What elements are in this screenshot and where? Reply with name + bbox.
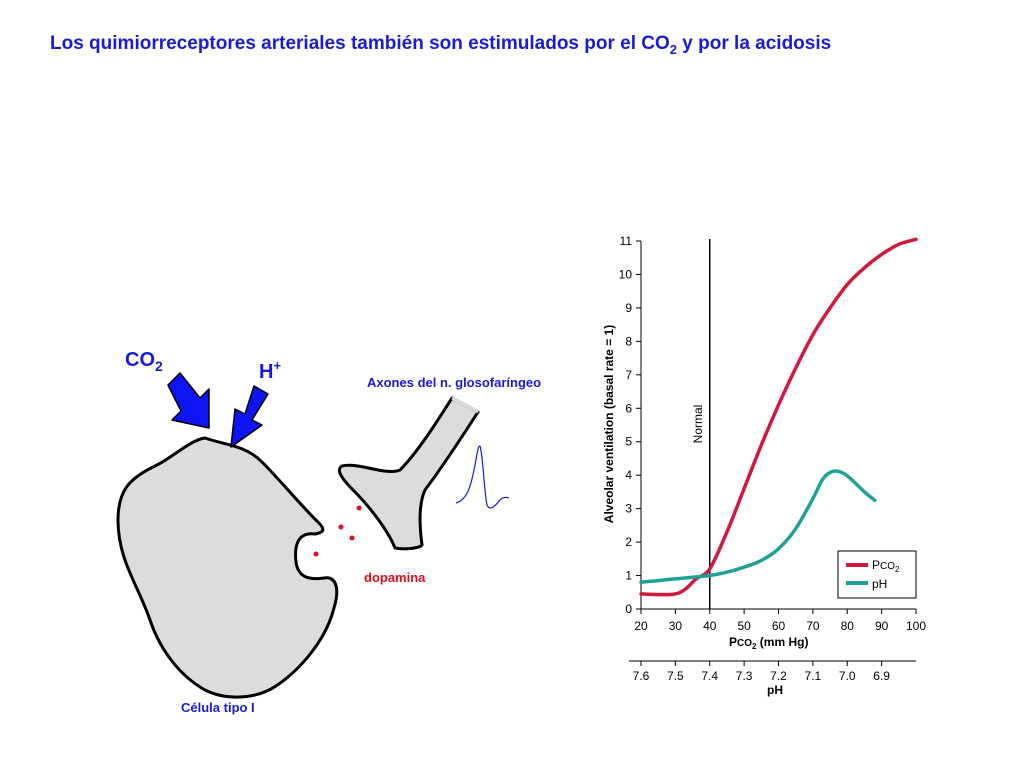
legend-label-ph: pH (872, 577, 887, 591)
dopamine-dot (313, 551, 319, 557)
ph-axis-label: pH (767, 683, 783, 697)
x-axis: 20 30 40 50 60 70 80 90 100 (634, 609, 926, 633)
y-tick-label: 4 (625, 468, 632, 482)
x-tick-label: 70 (806, 619, 820, 633)
y-axis: 0 1 2 3 4 5 6 7 8 9 10 11 (619, 234, 641, 616)
ph-axis: 7.6 7.5 7.4 7.3 7.2 7.1 7.0 6.9 (633, 661, 890, 683)
y-tick-label: 8 (625, 334, 632, 348)
x-tick-label: 60 (772, 619, 786, 633)
ph-tick-label: 7.3 (736, 669, 753, 683)
h-arrow (230, 385, 269, 448)
nerve-terminal (337, 396, 480, 551)
x-tick-label: 100 (906, 619, 926, 633)
dopamine-label: dopamina (364, 570, 426, 585)
ph-tick-label: 7.2 (770, 669, 787, 683)
chemoreceptor-diagram: CO2 H+ Axones del n. glosofaríngeo dopam… (116, 349, 541, 715)
dopamine-dot (338, 524, 344, 530)
y-axis-label: Alveolar ventilation (basal rate = 1) (602, 325, 616, 523)
dopamine-dot (356, 505, 362, 511)
y-tick-label: 6 (625, 401, 632, 415)
y-tick-label: 5 (625, 435, 632, 449)
ph-tick-label: 7.1 (805, 669, 822, 683)
normal-label: Normal (691, 405, 705, 444)
x-tick-label: 20 (634, 619, 648, 633)
y-tick-label: 3 (625, 502, 632, 516)
x-tick-label: 80 (841, 619, 855, 633)
co2-arrow (167, 372, 210, 429)
series-pco2-line (639, 237, 918, 597)
x-tick-label: 30 (669, 619, 683, 633)
y-tick-label: 7 (625, 368, 632, 382)
y-tick-label: 2 (625, 535, 632, 549)
y-tick-label: 1 (625, 569, 632, 583)
x-tick-label: 90 (875, 619, 889, 633)
type-i-cell (116, 436, 339, 699)
cell-label: Célula tipo I (181, 700, 255, 715)
ph-tick-label: 6.9 (873, 669, 890, 683)
x-tick-label: 40 (703, 619, 717, 633)
ph-tick-label: 7.5 (667, 669, 684, 683)
x-axis-label: PCO2 (mm Hg) (729, 635, 808, 651)
y-tick-label: 0 (625, 602, 632, 616)
h-label: H+ (259, 358, 281, 383)
series-ph-line (639, 469, 877, 584)
x-tick-label: 50 (737, 619, 751, 633)
dopamine-vesicles (313, 505, 362, 557)
axon-label: Axones del n. glosofaríngeo (367, 375, 541, 390)
slide-title: Los quimiorreceptores arteriales también… (50, 33, 832, 57)
legend-label-pco2: PCO2 (872, 558, 900, 574)
chart-legend: PCO2 pH (837, 550, 917, 599)
action-potential-trace (455, 445, 510, 509)
ph-tick-label: 7.4 (701, 669, 718, 683)
axon-cut-end (451, 396, 479, 414)
y-tick-label: 10 (619, 267, 633, 281)
ventilation-chart: Alveolar ventilation (basal rate = 1) 0 1… (602, 234, 926, 697)
ph-tick-label: 7.0 (839, 669, 856, 683)
ph-tick-label: 7.6 (633, 669, 650, 683)
co2-label: CO2 (125, 349, 163, 374)
y-tick-label: 9 (625, 301, 632, 315)
y-tick-label: 11 (620, 234, 633, 248)
dopamine-dot (349, 535, 355, 541)
legend-box (837, 550, 917, 599)
